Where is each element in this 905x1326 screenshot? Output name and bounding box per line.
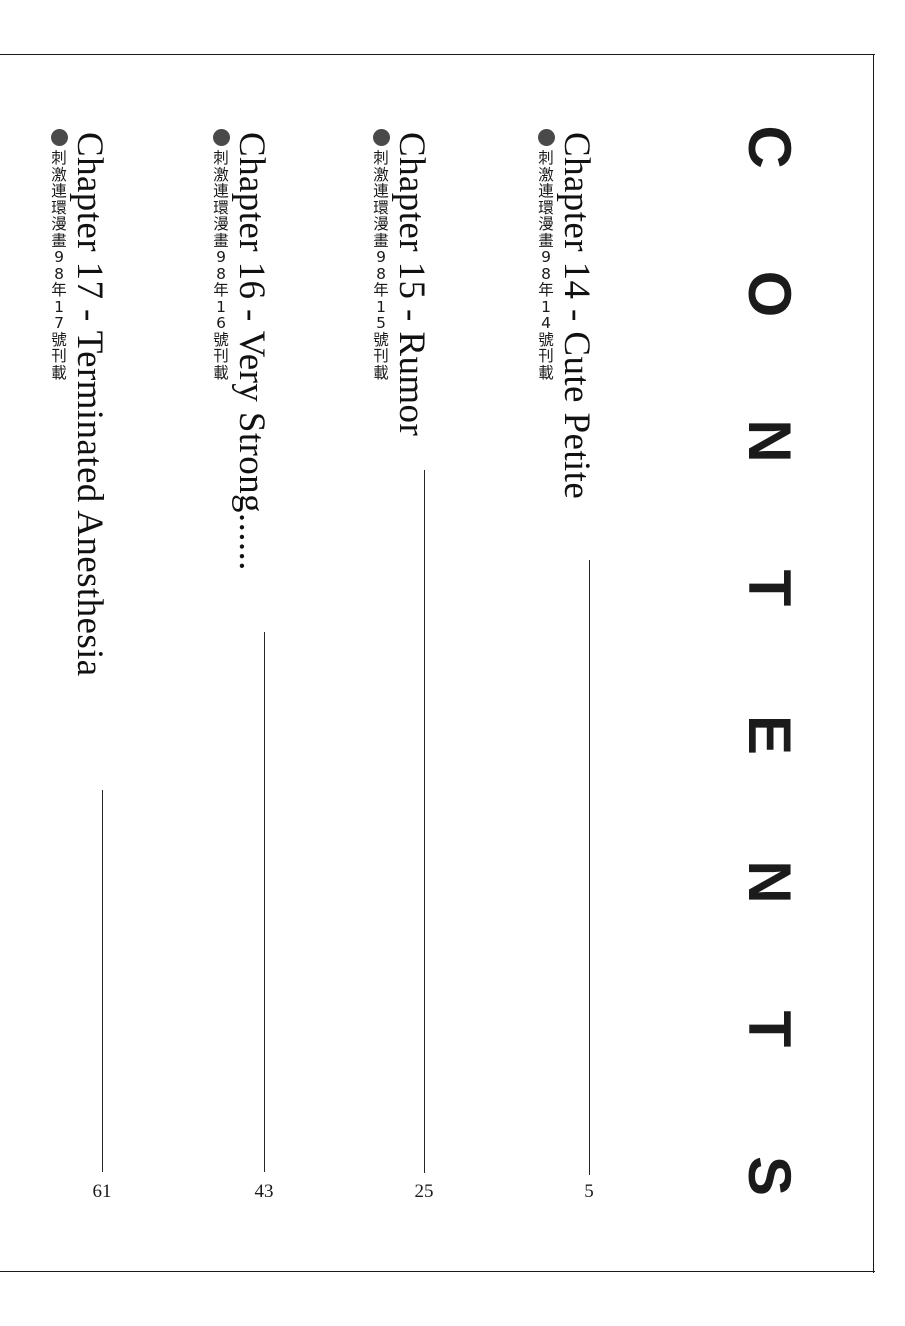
page-border-bottom [0, 1271, 875, 1272]
title-letter-t2: T [736, 1010, 803, 1048]
leader-line [424, 470, 425, 1173]
chapter-title: Chapter 15 - Rumor [391, 132, 432, 437]
page-title-contents: C O N T E N T S [736, 96, 803, 1216]
title-letter-n2: N [736, 860, 803, 904]
page-border-top [0, 54, 875, 55]
leader-line [264, 632, 265, 1172]
page-number: 43 [254, 1181, 274, 1202]
page-number: 61 [92, 1181, 112, 1202]
title-letter-s: S [736, 1155, 803, 1197]
filled-circle-bullet-icon [538, 129, 555, 146]
leader-line [589, 560, 590, 1175]
chapter-source-note: 刺激連環漫畫98年15號刊載 [373, 149, 389, 382]
toc-entry-chapter-14[interactable]: 刺激連環漫畫98年14號刊載 Chapter 14 - Cute Petite … [520, 0, 650, 1326]
chapter-source-note: 刺激連環漫畫98年14號刊載 [538, 149, 554, 382]
filled-circle-bullet-icon [51, 129, 68, 146]
chapter-title: Chapter 17 - Terminated Anesthesia [69, 132, 110, 677]
page-number: 25 [414, 1181, 434, 1202]
filled-circle-bullet-icon [213, 129, 230, 146]
toc-entry-chapter-17[interactable]: 刺激連環漫畫98年17號刊載 Chapter 17 - Terminated A… [33, 0, 163, 1326]
filled-circle-bullet-icon [373, 129, 390, 146]
page-number: 5 [584, 1181, 594, 1202]
chapter-title: Chapter 16 - Very Strong...... [231, 132, 272, 571]
title-letter-t1: T [736, 569, 803, 607]
title-letter-n1: N [736, 419, 803, 463]
title-letter-c: C [736, 125, 803, 169]
chapter-source-note: 刺激連環漫畫98年16號刊載 [213, 149, 229, 382]
title-letter-e: E [736, 714, 803, 756]
page-border-right [873, 54, 874, 1273]
chapter-title: Chapter 14 - Cute Petite [556, 132, 597, 500]
chapter-source-note: 刺激連環漫畫98年17號刊載 [51, 149, 67, 382]
title-letter-o: O [736, 270, 803, 318]
toc-entry-chapter-15[interactable]: 刺激連環漫畫98年15號刊載 Chapter 15 - Rumor 25 [355, 0, 485, 1326]
leader-line [102, 790, 103, 1172]
toc-entry-chapter-16[interactable]: 刺激連環漫畫98年16號刊載 Chapter 16 - Very Strong.… [195, 0, 325, 1326]
